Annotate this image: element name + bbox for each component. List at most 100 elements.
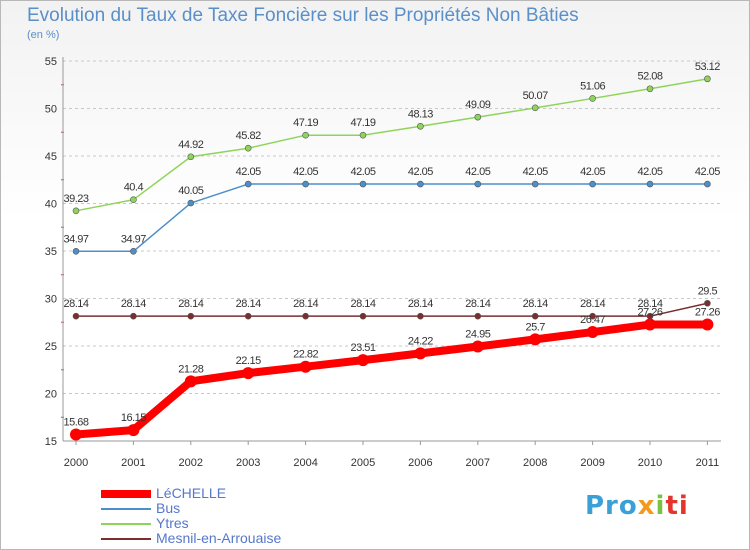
- data-point: [704, 299, 711, 307]
- data-label: 15.68: [63, 417, 88, 429]
- data-label: 42.05: [523, 166, 548, 178]
- y-tick-label: 45: [45, 151, 57, 163]
- series-lines: [70, 75, 714, 441]
- data-point: [130, 312, 137, 320]
- data-point: [187, 199, 195, 207]
- data-point: [357, 354, 369, 367]
- x-tick-label: 2004: [293, 457, 317, 469]
- x-tick-label: 2001: [121, 457, 145, 469]
- data-point: [70, 428, 82, 441]
- y-tick-label: 15: [45, 436, 57, 448]
- data-point: [589, 180, 596, 188]
- data-label: 28.14: [523, 298, 548, 310]
- gridlines: [63, 60, 721, 394]
- data-point: [187, 153, 195, 161]
- data-label: 52.08: [637, 71, 662, 83]
- data-point: [701, 318, 714, 331]
- data-label: 24.22: [408, 335, 433, 347]
- x-tick-label: 2006: [408, 457, 432, 469]
- data-label: 42.05: [695, 166, 720, 178]
- x-tick-label: 2003: [236, 457, 260, 469]
- data-label: 22.82: [293, 349, 318, 361]
- y-tick-label: 55: [45, 56, 57, 68]
- data-point: [529, 333, 542, 346]
- data-label: 27.26: [637, 307, 662, 319]
- data-point: [474, 180, 482, 188]
- data-point: [72, 207, 80, 215]
- data-point: [531, 312, 539, 320]
- data-label: 28.14: [637, 298, 662, 310]
- series-line-3: [75, 302, 709, 317]
- data-label: 22.15: [236, 355, 261, 367]
- data-label: 50.07: [523, 90, 548, 102]
- x-tick-label: 2005: [351, 457, 375, 469]
- data-point: [471, 340, 484, 353]
- data-label: 24.95: [465, 328, 490, 340]
- data-point: [414, 347, 427, 360]
- data-label: 51.06: [580, 80, 605, 92]
- data-point: [589, 95, 596, 102]
- data-point: [242, 367, 255, 380]
- data-label: 39.23: [63, 193, 88, 205]
- data-label: 40.05: [178, 185, 203, 197]
- data-point: [184, 375, 197, 388]
- data-point: [359, 131, 367, 139]
- legend-label: Ytres: [156, 515, 189, 531]
- data-point: [589, 312, 596, 320]
- chart-title: Evolution du Taux de Taxe Foncière sur l…: [27, 5, 579, 26]
- y-tick-label: 30: [45, 294, 57, 306]
- data-point: [244, 144, 252, 152]
- data-point: [302, 180, 309, 188]
- legend-swatch: [101, 538, 151, 540]
- data-point: [531, 104, 539, 112]
- data-point: [359, 180, 367, 188]
- data-label: 47.19: [350, 117, 375, 129]
- legend-label: Bus: [156, 500, 181, 516]
- data-label: 42.05: [408, 166, 433, 178]
- data-label: 40.4: [124, 182, 144, 194]
- data-point: [302, 131, 309, 139]
- chart-subtitle: (en %): [27, 29, 60, 41]
- data-point: [130, 247, 137, 255]
- data-point: [244, 312, 252, 320]
- data-point: [646, 85, 654, 93]
- x-tick-label: 2002: [179, 457, 203, 469]
- data-point: [417, 180, 424, 188]
- data-label: 44.92: [178, 139, 203, 151]
- data-point: [646, 180, 654, 188]
- data-point: [474, 113, 482, 121]
- data-label: 45.82: [236, 130, 261, 142]
- data-point: [302, 312, 309, 320]
- data-label: 42.05: [236, 166, 261, 178]
- data-label: 34.97: [63, 233, 88, 245]
- data-point: [704, 180, 711, 188]
- legend-label: Mesnil-en-Arrouaise: [156, 530, 282, 546]
- y-tick-label: 50: [45, 104, 57, 116]
- data-label: 28.14: [465, 298, 490, 310]
- data-label: 42.05: [293, 166, 318, 178]
- series-line-2: [75, 78, 709, 212]
- data-point: [704, 75, 711, 83]
- legend-swatch: [101, 523, 151, 525]
- data-point: [72, 247, 80, 255]
- legend-label: LéCHELLE: [156, 485, 227, 501]
- data-label: 28.14: [236, 298, 261, 310]
- data-label: 28.14: [350, 298, 375, 310]
- y-tick-label: 40: [45, 199, 57, 211]
- data-label: 49.09: [465, 99, 490, 111]
- data-label: 16.15: [121, 412, 146, 424]
- y-tick-label: 20: [45, 389, 57, 401]
- data-point: [299, 360, 312, 373]
- x-tick-label: 2009: [580, 457, 604, 469]
- data-label: 26.47: [580, 314, 605, 326]
- data-point: [130, 196, 137, 203]
- x-tick-label: 2011: [696, 457, 720, 469]
- x-tick-label: 2010: [638, 457, 662, 469]
- data-point: [244, 180, 252, 188]
- legend-swatch: [101, 508, 151, 510]
- data-label: 28.14: [178, 298, 203, 310]
- data-point: [644, 318, 656, 331]
- x-tick-label: 2000: [64, 457, 88, 469]
- data-label: 23.51: [350, 342, 375, 354]
